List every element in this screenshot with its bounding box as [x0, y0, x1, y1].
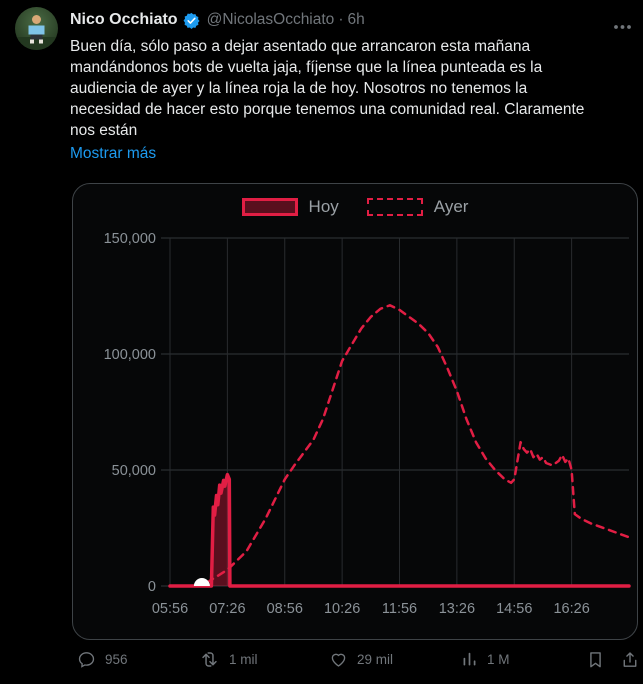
audience-chart: 0 50,000 100,000 150,000 05:56 07:26 08:56 10:2… — [104, 231, 631, 617]
svg-text:13:26: 13:26 — [439, 601, 475, 617]
reply-count: 956 — [105, 652, 128, 667]
audience-chart-card: 0 50,000 100,000 150,000 05:56 07:26 08:56 10:2… — [72, 183, 638, 640]
share-button[interactable] — [621, 650, 639, 670]
more-button[interactable] — [609, 13, 636, 39]
tweet-text-line: Buen día, sólo paso a dejar asentado que… — [70, 38, 531, 55]
svg-text:150,000: 150,000 — [104, 231, 156, 247]
svg-text:07:26: 07:26 — [209, 601, 245, 617]
engagement-bar: 956 1 mil 29 mil 1 M — [0, 644, 643, 678]
meta-separator: · — [338, 11, 344, 28]
bookmark-button[interactable] — [587, 650, 604, 670]
svg-text:50,000: 50,000 — [112, 463, 156, 479]
reply-button[interactable]: 956 — [77, 650, 128, 669]
show-more-link[interactable]: Mostrar más — [70, 145, 157, 162]
repost-icon — [202, 652, 217, 667]
repost-button[interactable]: 1 mil — [199, 650, 258, 669]
legend-label-ayer: Ayer — [433, 197, 469, 216]
tweet-text: Buen día, sólo paso a dejar asentado que… — [70, 36, 584, 141]
views-button[interactable]: 1 M — [461, 650, 510, 669]
legend-item-ayer: Ayer — [366, 197, 469, 217]
svg-text:100,000: 100,000 — [104, 347, 156, 363]
tweet-text-line: audiencia de ayer y la línea roja la de … — [70, 80, 528, 97]
svg-text:10:26: 10:26 — [324, 601, 360, 617]
legend-swatch-hoy — [241, 198, 298, 216]
tweet-header: Nico Occhiato @NicolasOcchiato · 6h — [70, 11, 365, 29]
author-name[interactable]: Nico Occhiato — [70, 11, 178, 28]
reply-icon — [78, 652, 95, 668]
analytics-bars-icon — [463, 652, 476, 666]
like-count: 29 mil — [357, 652, 394, 667]
tweet-text-line: necesidad de hacer esto porque tenemos u… — [70, 101, 585, 118]
svg-text:05:56: 05:56 — [152, 601, 188, 617]
bookmark-icon — [590, 652, 601, 668]
views-count: 1 M — [487, 652, 510, 667]
share-icon — [623, 652, 637, 667]
timestamp: 6h — [347, 11, 365, 28]
tweet-text-line: nos están — [70, 122, 138, 139]
repost-count: 1 mil — [229, 652, 258, 667]
avatar-image — [15, 7, 58, 50]
author-handle[interactable]: @NicolasOcchiato — [206, 11, 335, 28]
svg-text:08:56: 08:56 — [267, 601, 303, 617]
legend-swatch-ayer — [366, 198, 423, 216]
svg-text:11:56: 11:56 — [382, 601, 417, 617]
svg-text:16:26: 16:26 — [553, 601, 589, 617]
verified-icon — [183, 12, 200, 29]
legend-label-hoy: Hoy — [308, 197, 339, 216]
more-dots-icon — [614, 25, 631, 29]
svg-text:14:56: 14:56 — [496, 601, 532, 617]
heart-icon — [331, 653, 346, 667]
svg-text:0: 0 — [148, 579, 156, 595]
like-button[interactable]: 29 mil — [329, 650, 393, 669]
avatar[interactable] — [15, 7, 58, 50]
chart-legend: Hoy Ayer — [73, 197, 637, 217]
legend-item-hoy: Hoy — [241, 197, 339, 217]
tweet-text-line: mandándonos bots de vuelta jaja, fíjense… — [70, 59, 543, 76]
